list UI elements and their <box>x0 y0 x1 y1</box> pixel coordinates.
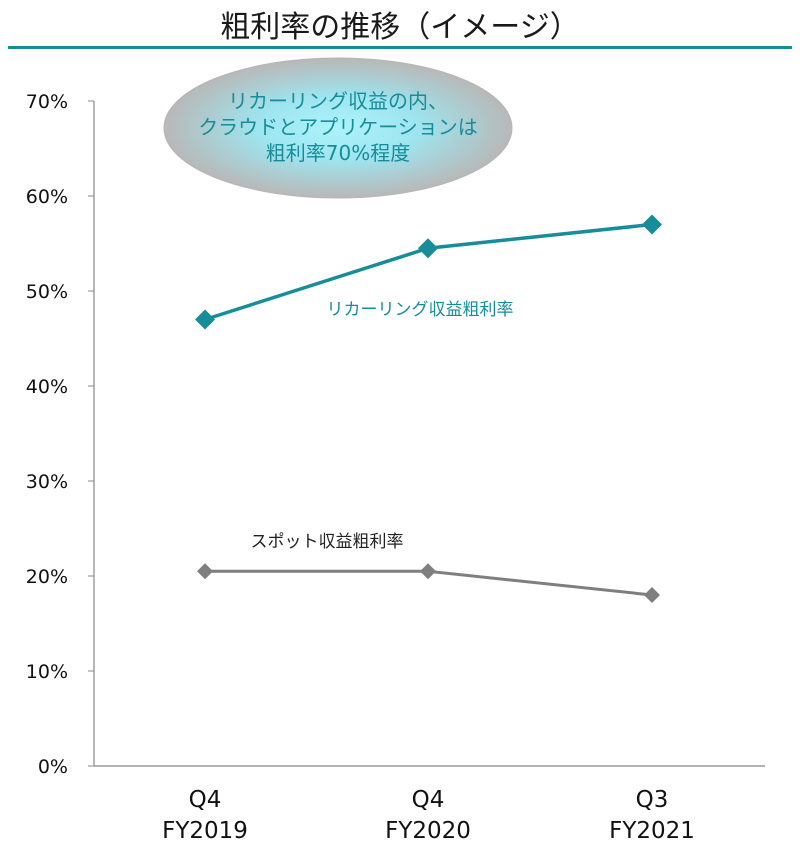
data-point-spot <box>644 587 660 603</box>
series-label-spot: スポット収益粗利率 <box>251 532 404 552</box>
y-tick-label: 30% <box>26 471 68 493</box>
y-tick-label: 50% <box>26 281 68 303</box>
data-point-recurring <box>418 238 438 259</box>
x-tick-label: FY2020 <box>385 818 471 844</box>
y-tick-label: 70% <box>26 91 68 113</box>
chart-title: 粗利率の推移（イメージ） <box>220 10 580 45</box>
title-underline <box>8 46 792 49</box>
x-tick-labels: Q4 FY2019 Q4 FY2020 Q3 FY2021 <box>162 787 695 844</box>
y-tick-label: 40% <box>26 376 68 398</box>
data-point-recurring <box>195 309 215 330</box>
chart-axes <box>93 101 765 767</box>
data-point-spot <box>197 563 213 580</box>
y-tick-label: 0% <box>38 756 68 778</box>
y-tick-labels: 0% 10% 20% 30% 40% 50% 60% 70% <box>26 91 94 778</box>
data-point-spot <box>420 563 436 580</box>
callout-ellipse <box>163 57 513 199</box>
callout-line-2: クラウドとアプリケーションは <box>198 115 478 139</box>
x-tick-label: FY2021 <box>609 818 695 844</box>
x-tick-label: Q3 <box>636 787 669 813</box>
series-label-recurring: リカーリング収益粗利率 <box>327 300 514 320</box>
data-point-recurring <box>642 214 662 235</box>
callout-line-3: 粗利率70%程度 <box>266 141 410 165</box>
x-tick-label: Q4 <box>189 787 222 813</box>
x-tick-label: Q4 <box>412 787 445 813</box>
y-tick-label: 20% <box>26 566 68 588</box>
y-tick-label: 60% <box>26 186 68 208</box>
series-group <box>195 214 662 603</box>
x-tick-label: FY2019 <box>162 818 248 844</box>
y-tick-label: 10% <box>26 661 68 683</box>
callout-line-1: リカーリング収益の内、 <box>228 89 448 113</box>
callout-bubble: リカーリング収益の内、 クラウドとアプリケーションは 粗利率70%程度 <box>163 57 513 199</box>
